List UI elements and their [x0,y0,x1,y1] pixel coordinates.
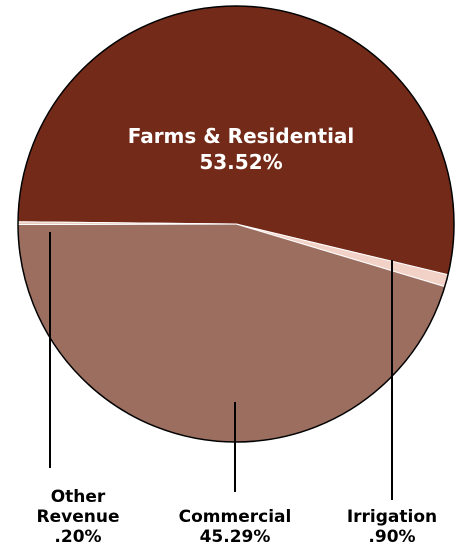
slice-label-farms-residential-name: Farms & Residential [128,124,355,148]
pie-slices [17,5,455,443]
slice-label-irrigation-name: Irrigation [347,507,437,527]
slice-label-farms-residential-value: 53.52% [199,150,282,174]
slice-label-other-revenue-value: .20% [54,527,101,547]
slice-label-irrigation-value: .90% [368,527,415,547]
slice-label-other-revenue-line1: Other [51,487,106,507]
slice-label-other-revenue-line2: Revenue [37,507,120,527]
slice-label-commercial-name: Commercial [179,507,292,527]
slice-label-commercial-value: 45.29% [200,527,271,547]
